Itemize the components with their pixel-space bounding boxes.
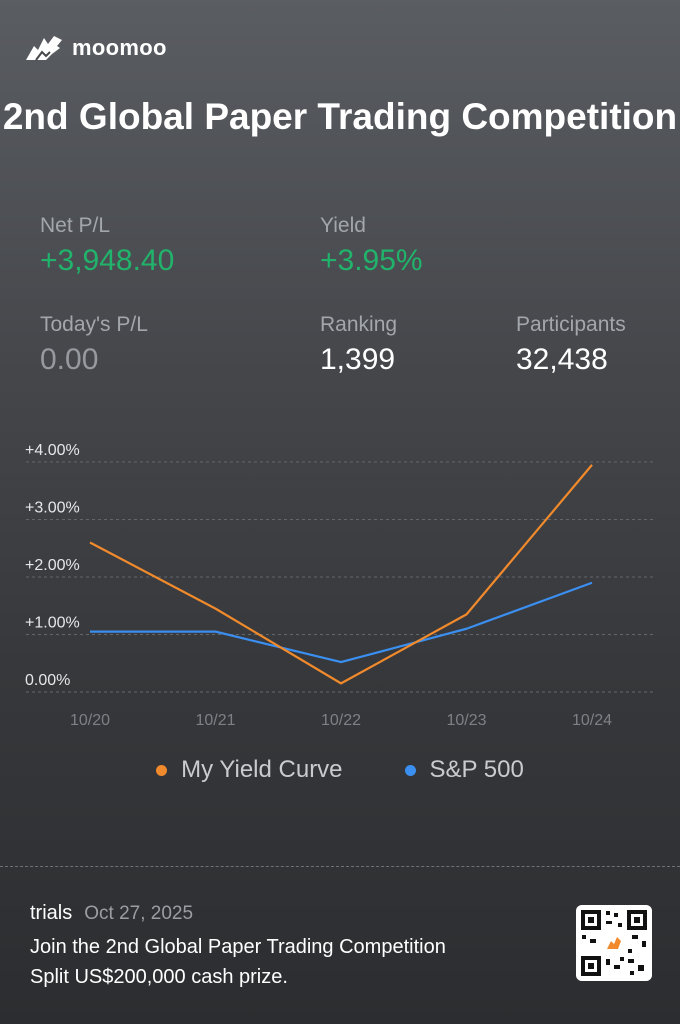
todays-pl-label: Today's P/L bbox=[40, 313, 148, 336]
footer-line-2: Split US$200,000 cash prize. bbox=[30, 966, 288, 988]
orange-dot-icon bbox=[156, 764, 168, 776]
brand-logo: moomoo bbox=[24, 32, 167, 64]
net-pl-value: +3,948.40 bbox=[40, 244, 175, 277]
series-line bbox=[89, 464, 593, 685]
post-date: Oct 27, 2025 bbox=[84, 903, 194, 924]
page-title: 2nd Global Paper Trading Competition bbox=[2, 96, 678, 137]
participants-label: Participants bbox=[516, 313, 626, 336]
x-tick-label: 10/21 bbox=[195, 712, 235, 729]
y-tick-label: +3.00% bbox=[25, 500, 80, 517]
x-tick-label: 10/22 bbox=[321, 712, 361, 729]
qr-code-icon[interactable] bbox=[576, 905, 652, 981]
footer-message: Join the 2nd Global Paper Trading Compet… bbox=[30, 932, 446, 992]
x-tick-label: 10/24 bbox=[572, 712, 612, 729]
chart-legend: My Yield Curve S&P 500 bbox=[0, 756, 680, 784]
x-tick-label: 10/23 bbox=[446, 712, 486, 729]
brand-name: moomoo bbox=[72, 35, 167, 60]
legend-item-my-yield: My Yield Curve bbox=[156, 756, 343, 784]
ranking-value: 1,399 bbox=[320, 343, 396, 376]
bull-icon bbox=[26, 36, 62, 61]
yield-label: Yield bbox=[320, 214, 366, 237]
y-tick-label: +4.00% bbox=[25, 442, 80, 459]
net-pl-label: Net P/L bbox=[40, 214, 111, 237]
participants-value: 32,438 bbox=[516, 343, 608, 376]
x-tick-label: 10/20 bbox=[70, 712, 110, 729]
yield-chart: +4.00% +3.00% +2.00% +1.00% 0.00% 10/20 10/21 1… bbox=[25, 442, 655, 729]
todays-pl-value: 0.00 bbox=[40, 343, 99, 376]
legend-label-sp500: S&P 500 bbox=[429, 756, 524, 783]
footer-line-1: Join the 2nd Global Paper Trading Compet… bbox=[30, 936, 446, 958]
y-tick-label: 0.00% bbox=[25, 672, 70, 689]
series-line bbox=[90, 581, 593, 664]
footer-divider bbox=[0, 866, 680, 867]
yield-value: +3.95% bbox=[320, 244, 423, 277]
stat-todays-pl: Today's P/L 0.00 bbox=[40, 313, 148, 377]
footer-user-line: trials Oct 27, 2025 bbox=[30, 902, 193, 925]
blue-dot-icon bbox=[404, 764, 416, 776]
legend-label-my-yield: My Yield Curve bbox=[181, 756, 343, 783]
stat-yield: Yield +3.95% bbox=[320, 214, 423, 278]
y-tick-label: +2.00% bbox=[25, 557, 80, 574]
y-tick-label: +1.00% bbox=[25, 615, 80, 632]
ranking-label: Ranking bbox=[320, 313, 398, 336]
stat-participants: Participants 32,438 bbox=[516, 313, 626, 377]
legend-item-sp500: S&P 500 bbox=[404, 756, 524, 784]
stat-net-pl: Net P/L +3,948.40 bbox=[40, 214, 174, 278]
username: trials bbox=[30, 902, 73, 924]
stat-ranking: Ranking 1,399 bbox=[320, 313, 397, 377]
